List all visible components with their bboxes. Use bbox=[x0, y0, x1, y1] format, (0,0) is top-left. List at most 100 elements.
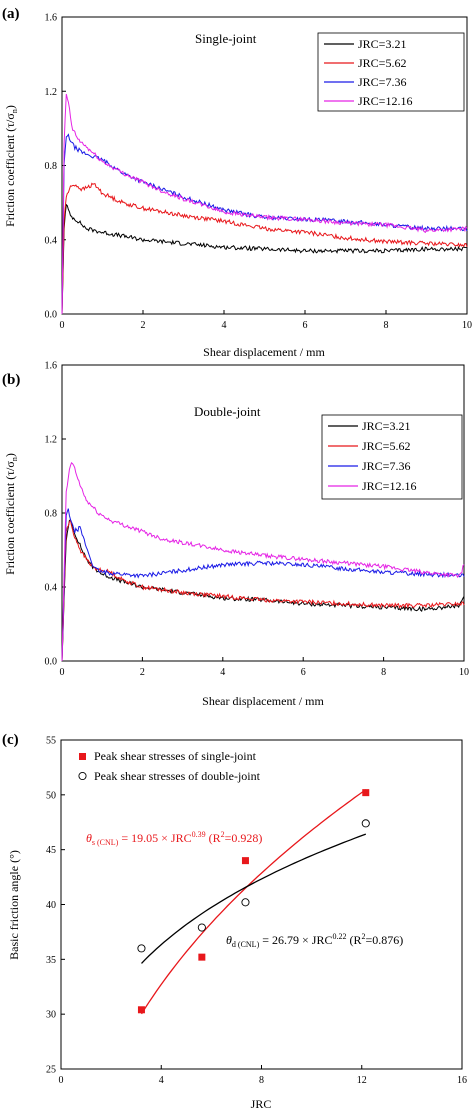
panel-b-series-line-jrc-3-21 bbox=[61, 519, 465, 662]
panel-c-y-tick-label: 50 bbox=[46, 790, 56, 801]
panel-c-axes-frame bbox=[60, 739, 463, 1070]
fit-single-symbol: θ bbox=[86, 831, 92, 845]
panel-b-legend-label-jrc-5-62: JRC=5.62 bbox=[362, 439, 410, 453]
panel-b-y-tick-label: 0.0 bbox=[45, 657, 58, 668]
panel-b-y-tick-label: 1.2 bbox=[45, 435, 58, 446]
fit-single-eq: = 19.05 × JRC bbox=[118, 831, 191, 845]
fit-single-exp: 0.39 bbox=[192, 830, 206, 839]
panel-b-x-tick-label: 8 bbox=[381, 667, 386, 678]
panel-b-y-axis-label-main: Friction coefficient (τ/σ bbox=[3, 461, 17, 575]
fit-double-exp: 0.22 bbox=[332, 932, 346, 941]
panel-a-legend-label-jrc-5-62: JRC=5.62 bbox=[358, 56, 406, 70]
panel-a-x-tick-label: 2 bbox=[141, 320, 146, 331]
panel-a-title: Single-joint bbox=[195, 31, 257, 46]
panel-b-series-line-jrc-7-36 bbox=[61, 508, 465, 662]
data-point-single bbox=[362, 789, 370, 797]
fit-double-eq: = 26.79 × JRC bbox=[259, 933, 332, 947]
panel-a-series-lines bbox=[61, 93, 468, 315]
legend-marker-double bbox=[78, 771, 87, 781]
panel-b-series-line-jrc-5-62 bbox=[61, 519, 465, 662]
fit-curve-double bbox=[141, 833, 367, 964]
panel-b-axes-frame bbox=[61, 364, 465, 662]
data-point-single bbox=[137, 1006, 145, 1014]
panel-c: (c) 0 4 8 12 16 25 30 35 40 45 50 55 JRC Basic fri… bbox=[2, 732, 467, 1111]
fit-equation-single: θs (CNL) = 19.05 × JRC0.39 (R2=0.928) bbox=[86, 830, 262, 847]
data-point-single bbox=[198, 953, 206, 961]
panel-a-series-line-jrc-12-16 bbox=[61, 93, 468, 315]
panel-a-legend-label-jrc-7-36: JRC=7.36 bbox=[358, 75, 406, 89]
panel-a-series-line-jrc-7-36 bbox=[61, 133, 468, 315]
panel-b-y-tick-label: 0.8 bbox=[45, 509, 58, 520]
legend-label-double: Peak shear stresses of double-joint bbox=[94, 769, 261, 783]
fit-single-r2-val: =0.928) bbox=[225, 831, 263, 845]
panel-b-y-axis-label: Friction coefficient (τ/σn) bbox=[3, 453, 19, 575]
fit-single-r2-sup: 2 bbox=[221, 830, 225, 839]
panel-a-x-tick-label: 4 bbox=[222, 320, 227, 331]
panel-b-y-tick-label: 1.6 bbox=[45, 361, 58, 372]
panel-b-series-lines bbox=[61, 461, 465, 662]
legend-marker-single bbox=[79, 753, 86, 760]
panel-c-y-tick-label: 45 bbox=[46, 845, 56, 856]
panel-b-x-tick-label: 6 bbox=[301, 667, 306, 678]
fit-double-sub: d (CNL) bbox=[232, 940, 260, 949]
panel-a-x-tick-label: 6 bbox=[303, 320, 308, 331]
panel-c-x-axis-label: JRC bbox=[251, 1097, 272, 1111]
panel-a-x-tick-label: 10 bbox=[462, 320, 472, 331]
panel-b-x-tick-label: 10 bbox=[459, 667, 469, 678]
fit-double-r2-sup: 2 bbox=[361, 932, 365, 941]
panel-a-y-axis-label: Friction coefficient (τ/σn) bbox=[3, 105, 19, 227]
panel-b-x-tick-label: 2 bbox=[140, 667, 145, 678]
panel-c-fit-curves bbox=[140, 789, 367, 1015]
panel-b-legend-label-jrc-7-36: JRC=7.36 bbox=[362, 459, 410, 473]
panel-c-y-axis-label: Basic friction angle (°) bbox=[7, 850, 21, 960]
panel-c-x-tick-label: 16 bbox=[457, 1075, 467, 1086]
data-point-double bbox=[137, 944, 146, 953]
panel-c-x-ticks: 0 4 8 12 16 bbox=[59, 1065, 467, 1086]
legend-label-single: Peak shear stresses of single-joint bbox=[94, 749, 257, 763]
data-point-double bbox=[241, 898, 250, 907]
fit-equation-double: θd (CNL) = 26.79 × JRC0.22 (R2=0.876) bbox=[226, 932, 403, 949]
panel-b-label: (b) bbox=[2, 372, 20, 388]
panel-b-legend: JRC=3.21 JRC=5.62 JRC=7.36 JRC=12.16 bbox=[321, 414, 463, 500]
panel-a-x-axis-label: Shear displacement / mm bbox=[203, 345, 325, 359]
panel-a-x-tick-label: 0 bbox=[60, 320, 65, 331]
panel-c-label: (c) bbox=[2, 732, 19, 748]
data-point-single bbox=[241, 857, 249, 865]
panel-b-legend-label-jrc-12-16: JRC=12.16 bbox=[362, 479, 416, 493]
panel-b-legend-box bbox=[321, 414, 463, 500]
panel-a-y-tick-label: 1.2 bbox=[45, 87, 58, 98]
panel-b-legend-label-jrc-3-21: JRC=3.21 bbox=[362, 419, 410, 433]
panel-c-x-tick-label: 8 bbox=[259, 1075, 264, 1086]
panel-b-x-ticks: 0 2 4 6 8 10 bbox=[60, 657, 469, 678]
panel-a-series-line-jrc-5-62 bbox=[61, 182, 468, 315]
panel-a-y-axis-label-sub: n bbox=[10, 109, 19, 113]
panel-b-y-tick-label: 0.4 bbox=[45, 583, 58, 594]
panel-b-y-axis-label-end: ) bbox=[3, 453, 17, 457]
fit-double-r2: (R bbox=[346, 933, 361, 947]
fit-single-r2: (R bbox=[206, 831, 221, 845]
panel-c-y-tick-label: 55 bbox=[46, 736, 56, 747]
panel-a-legend-box bbox=[317, 32, 465, 112]
panel-b-title: Double-joint bbox=[194, 404, 261, 419]
panel-a-series-line-jrc-3-21 bbox=[61, 203, 468, 315]
panel-c-y-ticks: 25 30 35 40 45 50 55 bbox=[46, 736, 65, 1076]
panel-a-label: (a) bbox=[2, 6, 20, 22]
fit-single-sub: s (CNL) bbox=[92, 838, 119, 847]
panel-b-x-axis-label: Shear displacement / mm bbox=[202, 694, 324, 708]
panel-a-x-tick-label: 8 bbox=[384, 320, 389, 331]
fit-curve-single bbox=[140, 789, 367, 1015]
panel-a-x-ticks: 0 2 4 6 8 10 bbox=[60, 310, 472, 331]
panel-b: (b) Double-joint 0 2 4 6 8 10 0.0 0.4 0.8 1.2 1.6… bbox=[2, 361, 469, 709]
panel-a-y-axis-label-main: Friction coefficient (τ/σ bbox=[3, 113, 17, 227]
panel-b-x-tick-label: 0 bbox=[60, 667, 65, 678]
panel-a-y-ticks: 0.0 0.4 0.8 1.2 1.6 bbox=[45, 13, 66, 321]
panel-c-x-tick-label: 0 bbox=[59, 1075, 64, 1086]
panel-c-y-tick-label: 35 bbox=[46, 955, 56, 966]
panel-c-y-tick-label: 30 bbox=[46, 1010, 56, 1021]
panel-c-data-points bbox=[137, 789, 370, 1014]
panel-a-y-axis-label-end: ) bbox=[3, 105, 17, 109]
data-point-double bbox=[361, 819, 370, 828]
fit-double-symbol: θ bbox=[226, 933, 232, 947]
panel-c-y-tick-label: 25 bbox=[46, 1065, 56, 1076]
data-point-double bbox=[197, 923, 206, 932]
